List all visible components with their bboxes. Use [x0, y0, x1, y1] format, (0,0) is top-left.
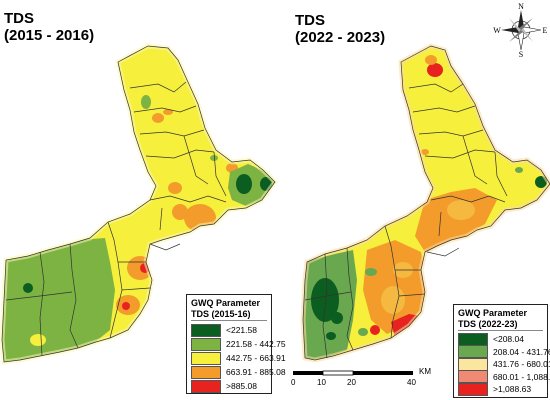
- left-legend-label: 663.91 - 885.08: [226, 367, 286, 377]
- right-legend-title: GWQ Parameter: [458, 308, 528, 318]
- left-legend-swatch: [191, 337, 221, 351]
- left-legend-label: >885.08: [226, 381, 257, 391]
- left-legend-label: <221.58: [226, 325, 257, 335]
- right-legend-label: 680.01 - 1,088.63: [493, 371, 550, 382]
- compass-rose-icon: N S E W: [493, 2, 548, 58]
- left-legend-class: 442.75 - 663.91: [191, 351, 286, 365]
- left-map-legend: GWQ Parameter TDS (2015-16) <221.58 221.…: [186, 294, 286, 394]
- left-legend-class: 663.91 - 885.08: [191, 365, 286, 379]
- left-legend-label: 221.58 - 442.75: [226, 339, 286, 349]
- right-legend-label: 431.76 - 680.01: [493, 359, 550, 370]
- compass-north-label: N: [518, 2, 524, 11]
- scale-tick-10: 10: [317, 378, 326, 387]
- right-legend-label: >1,088.63: [493, 384, 532, 395]
- right-district-boundaries: [302, 45, 550, 361]
- scale-bar: 0 10 20 40 KM: [287, 366, 447, 396]
- scale-tick-40: 40: [407, 378, 416, 387]
- right-legend-class: >1,088.63: [458, 382, 543, 396]
- left-legend-swatch: [191, 379, 221, 393]
- left-map-title-period: (2015 - 2016): [4, 27, 95, 44]
- scale-tick-0: 0: [291, 378, 296, 387]
- right-legend-swatch: [458, 345, 488, 359]
- left-legend-title: GWQ Parameter: [191, 298, 261, 308]
- left-district-boundaries: [1, 45, 276, 363]
- left-legend-swatch: [191, 365, 221, 379]
- scale-tick-20: 20: [347, 378, 356, 387]
- right-map-title-period: (2022 - 2023): [295, 29, 386, 46]
- right-legend-label: <208.04: [493, 334, 524, 345]
- left-map-panel: TDS (2015 - 2016): [0, 10, 286, 394]
- left-legend-swatch: [191, 323, 221, 337]
- scale-unit: KM: [419, 367, 431, 376]
- right-legend-label: 208.04 - 431.76: [493, 346, 550, 357]
- right-legend-class: <208.04: [458, 332, 543, 346]
- left-legend-label: 442.75 - 663.91: [226, 353, 286, 363]
- left-legend-class: <221.58: [191, 323, 267, 337]
- left-legend-class: >885.08: [191, 379, 267, 393]
- right-legend-class: 680.01 - 1,088.63: [458, 370, 550, 384]
- right-map-title-parameter: TDS: [295, 12, 325, 29]
- right-legend-subtitle: TDS (2022-23): [458, 319, 543, 331]
- left-map-title: TDS (2015 - 2016): [4, 10, 94, 44]
- compass-west-label: W: [493, 26, 501, 35]
- right-legend-swatch: [458, 357, 488, 371]
- left-legend-swatch: [191, 351, 221, 365]
- right-map-legend: GWQ Parameter TDS (2022-23) <208.04 208.…: [453, 304, 550, 398]
- right-legend-swatch: [458, 382, 488, 396]
- right-legend-class: 208.04 - 431.76: [458, 345, 550, 359]
- right-map-panel: TDS (2022 - 2023) N S E W: [275, 0, 550, 400]
- right-legend-swatch: [458, 370, 488, 384]
- right-map-title: TDS (2022 - 2023): [295, 12, 385, 46]
- compass-south-label: S: [519, 50, 523, 58]
- left-legend-class: 221.58 - 442.75: [191, 337, 286, 351]
- right-legend-class: 431.76 - 680.01: [458, 357, 550, 371]
- compass-east-label: E: [543, 26, 548, 35]
- left-map-title-parameter: TDS: [4, 10, 34, 27]
- left-legend-subtitle: TDS (2015-16): [191, 309, 267, 321]
- right-legend-swatch: [458, 332, 488, 346]
- scale-bar-graphic: [293, 370, 413, 376]
